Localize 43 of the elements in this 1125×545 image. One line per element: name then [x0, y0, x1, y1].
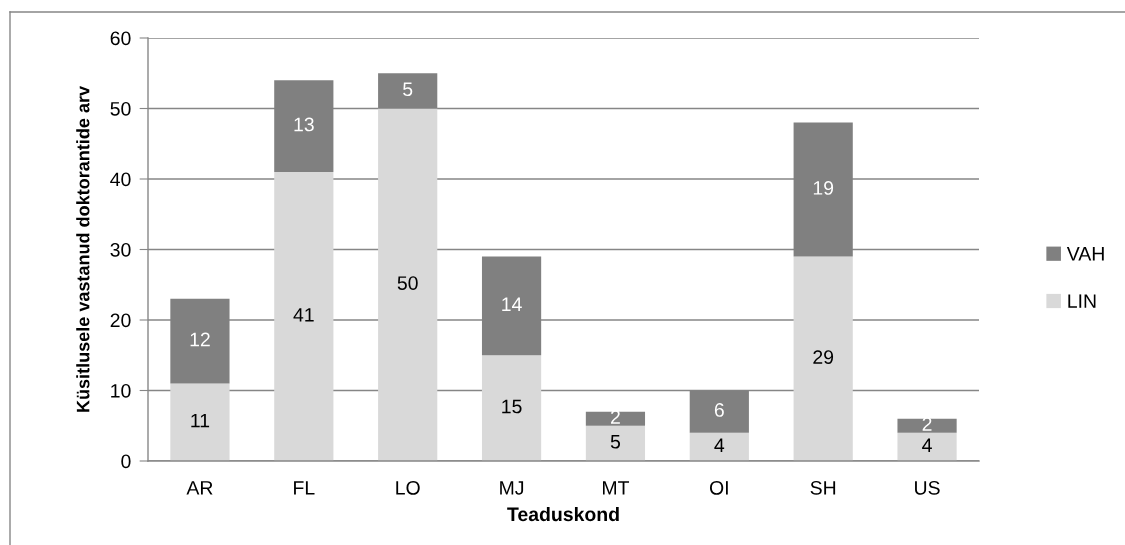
data-label: 14 — [502, 297, 522, 311]
x-tick-label: AR — [186, 481, 213, 495]
y-tick-label: 10 — [111, 383, 131, 398]
bar — [170, 383, 230, 461]
y-tick-label: 50 — [110, 101, 131, 116]
x-tick-label: US — [915, 480, 940, 495]
x-tick-label: LO — [396, 480, 420, 495]
bar — [793, 256, 853, 461]
x-axis-title: Teaduskond — [507, 506, 619, 522]
bar — [274, 171, 334, 461]
data-label: 4 — [922, 438, 932, 452]
y-tick-label: 30 — [110, 242, 131, 257]
data-label: 19 — [813, 181, 834, 195]
bar — [585, 425, 646, 461]
y-tick-label: 20 — [110, 313, 131, 328]
y-tick-label: 60 — [110, 31, 131, 46]
data-label: 6 — [714, 403, 724, 417]
bar — [897, 432, 957, 461]
data-label: 4 — [714, 438, 725, 452]
data-label: 5 — [610, 435, 621, 449]
bar — [585, 411, 646, 426]
bar — [689, 432, 749, 461]
data-label: 50 — [397, 276, 418, 290]
x-tick-label: FL — [294, 481, 315, 495]
bar — [897, 418, 957, 433]
data-label: 5 — [403, 82, 413, 97]
bar — [378, 108, 438, 461]
x-tick-label: SH — [810, 480, 836, 495]
data-label: 11 — [191, 413, 210, 428]
data-label: 13 — [294, 117, 314, 132]
bar — [481, 355, 542, 461]
x-tick-label: OI — [709, 480, 728, 495]
y-tick-label: 40 — [110, 172, 131, 187]
y-axis-title: Küsitlusele vastanud doktorantide arv — [76, 86, 90, 412]
legend-label: VAH — [1066, 247, 1104, 261]
data-label: 41 — [293, 308, 314, 322]
data-label: 12 — [190, 332, 210, 347]
y-tick-label: 0 — [121, 454, 131, 469]
x-tick-label: MT — [603, 481, 630, 495]
x-tick-label: MJ — [500, 481, 524, 495]
legend-label: LIN — [1068, 294, 1096, 308]
data-label: 15 — [502, 399, 522, 414]
data-label: 29 — [813, 350, 834, 364]
